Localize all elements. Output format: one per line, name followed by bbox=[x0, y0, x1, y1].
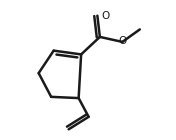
Text: O: O bbox=[101, 11, 109, 21]
Text: O: O bbox=[118, 36, 127, 46]
